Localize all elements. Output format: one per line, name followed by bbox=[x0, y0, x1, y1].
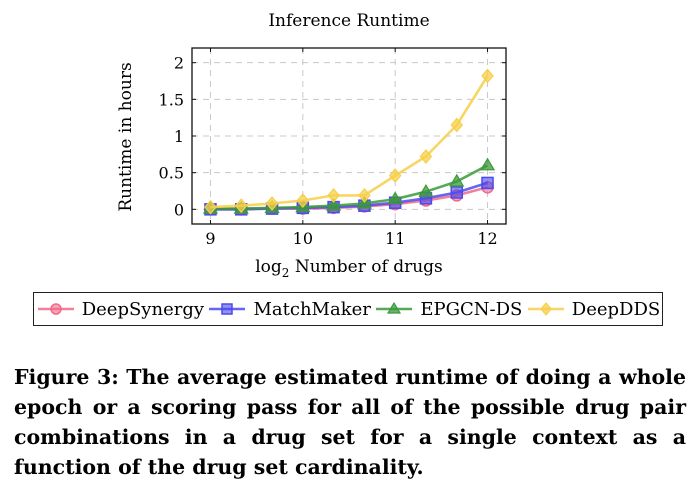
y-tick-label: 1 bbox=[174, 127, 184, 146]
legend-marker bbox=[221, 303, 234, 315]
legend-label: DeepDDS bbox=[571, 298, 661, 320]
legend: DeepSynergy MatchMaker EPGCN-DS DeepDDS bbox=[33, 292, 663, 326]
ticks: 9 10 11 12 0 0.5 1 1.5 2 bbox=[159, 48, 506, 248]
series-line bbox=[210, 164, 489, 210]
legend-marker bbox=[540, 302, 552, 316]
legend-label: DeepSynergy bbox=[81, 298, 205, 320]
data-point bbox=[234, 198, 248, 214]
data-point bbox=[450, 117, 464, 133]
series-line bbox=[210, 75, 489, 209]
data-point bbox=[479, 157, 496, 171]
x-axis-label: log2 Number of drugs bbox=[255, 257, 443, 280]
figure-caption: Figure 3: The average estimated runtime … bbox=[14, 365, 686, 479]
y-axis-label: Runtime in hours bbox=[116, 62, 136, 211]
data-point bbox=[481, 68, 494, 84]
chart: Inference Runtime 9 10 11 12 0 0.5 1 1.5 2 Runti… bbox=[116, 11, 507, 280]
legend-swatch-diamond-icon bbox=[527, 302, 564, 316]
y-tick-label: 0.5 bbox=[159, 164, 184, 183]
data-point bbox=[265, 196, 279, 211]
y-tick-label: 0 bbox=[174, 200, 184, 219]
legend-swatch-circle-icon bbox=[37, 303, 74, 315]
data-point bbox=[388, 168, 402, 184]
data-point bbox=[481, 176, 494, 190]
data-point bbox=[419, 149, 433, 164]
series-layer bbox=[202, 68, 496, 216]
x-tick-label: 11 bbox=[385, 229, 405, 248]
data-point bbox=[358, 187, 371, 203]
data-point bbox=[327, 187, 340, 203]
x-tick-label: 12 bbox=[477, 229, 497, 248]
y-tick-label: 1.5 bbox=[159, 90, 184, 109]
legend-swatch-triangle-icon bbox=[376, 301, 413, 314]
series-deepdds bbox=[204, 68, 494, 215]
legend-marker bbox=[49, 303, 62, 315]
x-axis-label-sub: 2 bbox=[282, 266, 290, 280]
data-point bbox=[418, 184, 434, 197]
legend-item: MatchMaker bbox=[207, 298, 371, 320]
legend-item: DeepDDS bbox=[526, 299, 660, 320]
data-point bbox=[450, 186, 464, 199]
chart-title: Inference Runtime bbox=[268, 11, 429, 31]
legend-item: DeepSynergy bbox=[36, 299, 204, 320]
legend-marker bbox=[387, 301, 402, 314]
legend-label: EPGCN-DS bbox=[420, 298, 523, 320]
data-point bbox=[387, 191, 403, 205]
y-tick-label: 2 bbox=[174, 54, 184, 73]
data-point bbox=[204, 199, 217, 215]
x-axis-label-log: log bbox=[255, 257, 282, 277]
x-axis-label-rest: Number of drugs bbox=[289, 257, 442, 277]
x-tick-label: 9 bbox=[205, 229, 215, 248]
x-tick-label: 10 bbox=[293, 229, 313, 248]
legend-item: EPGCN-DS bbox=[374, 299, 522, 320]
data-point bbox=[449, 173, 465, 187]
legend-label: MatchMaker bbox=[253, 298, 371, 320]
legend-swatch-square-icon bbox=[209, 303, 246, 315]
data-point bbox=[326, 197, 342, 211]
data-point bbox=[296, 193, 310, 208]
